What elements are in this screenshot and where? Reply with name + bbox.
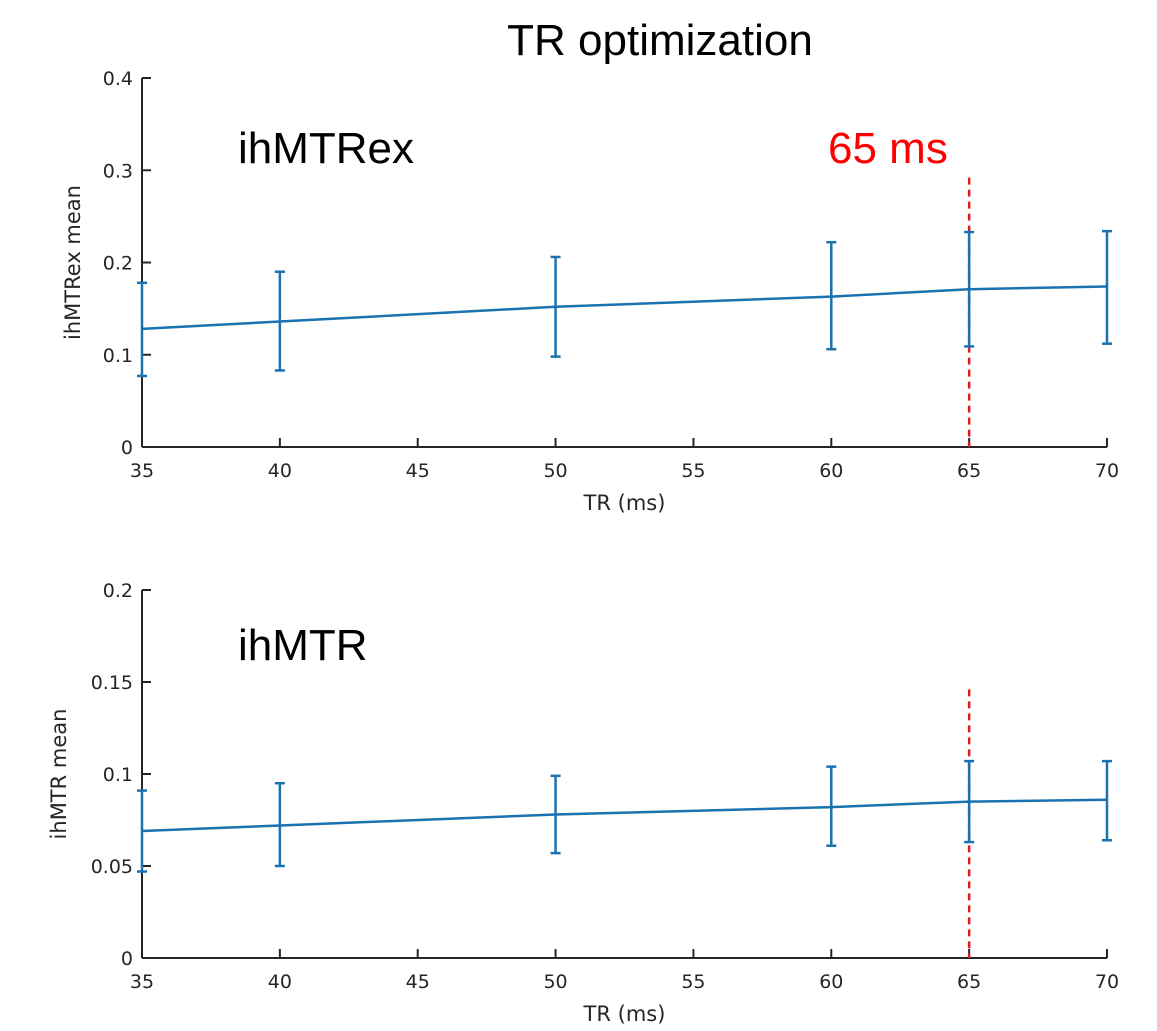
error-bar — [274, 781, 285, 868]
x-tick-label: 70 — [1095, 971, 1119, 993]
panel-ihmtrex: 35 40 45 50 55 60 65 70 0 0.1 0.2 0.3 0.4 TR (ms) ihMT… — [61, 68, 1119, 515]
panel-label: ihMTR — [238, 621, 368, 670]
x-tick-label: 50 — [543, 971, 567, 993]
y-tick-label: 0.1 — [103, 345, 133, 367]
x-tick-label: 35 — [130, 971, 154, 993]
x-tick-label: 60 — [819, 460, 843, 482]
x-tick-label: 60 — [819, 971, 843, 993]
y-tick-label: 0.2 — [103, 580, 133, 602]
panel-label: ihMTRex — [238, 124, 414, 173]
error-bar — [1102, 229, 1112, 345]
error-bar — [826, 765, 837, 848]
x-tick-label: 45 — [406, 971, 430, 993]
x-tick-label: 50 — [543, 460, 567, 482]
x-tick-label: 40 — [268, 971, 292, 993]
y-tick-label: 0.15 — [91, 672, 133, 694]
y-tick-label: 0.05 — [91, 856, 133, 878]
x-axis-label: TR (ms) — [583, 491, 666, 515]
y-tick-label: 0.1 — [103, 764, 133, 786]
y-axis-label: ihMTR mean — [47, 709, 71, 840]
y-tick-label: 0 — [121, 437, 133, 459]
panel-ihmtr: 35 40 45 50 55 60 65 70 0 0.05 0.1 0.15 0.2 TR (ms) ih… — [47, 580, 1119, 1026]
x-axis-label: TR (ms) — [583, 1002, 666, 1026]
error-bar — [274, 270, 285, 372]
y-tick-label: 0.2 — [103, 253, 133, 275]
x-tick-label: 40 — [268, 460, 292, 482]
x-tick-label: 45 — [406, 460, 430, 482]
y-tick-label: 0 — [121, 948, 133, 970]
error-bar — [826, 240, 837, 351]
y-tick-label: 0.3 — [103, 160, 133, 182]
x-tick-label: 65 — [957, 460, 981, 482]
x-tick-label: 55 — [681, 460, 705, 482]
figure-title: TR optimization — [507, 16, 813, 65]
y-tick-label: 0.4 — [103, 68, 133, 90]
series-line — [141, 285, 1108, 331]
x-tick-label: 65 — [957, 971, 981, 993]
error-bar — [137, 281, 147, 378]
series-line — [141, 798, 1108, 833]
x-tick-label: 55 — [681, 971, 705, 993]
x-tick-label: 35 — [130, 460, 154, 482]
x-tick-label: 70 — [1095, 460, 1119, 482]
y-axis-label: ihMTRex mean — [61, 185, 85, 340]
vline-label: 65 ms — [828, 124, 948, 173]
error-bar — [1102, 759, 1112, 842]
